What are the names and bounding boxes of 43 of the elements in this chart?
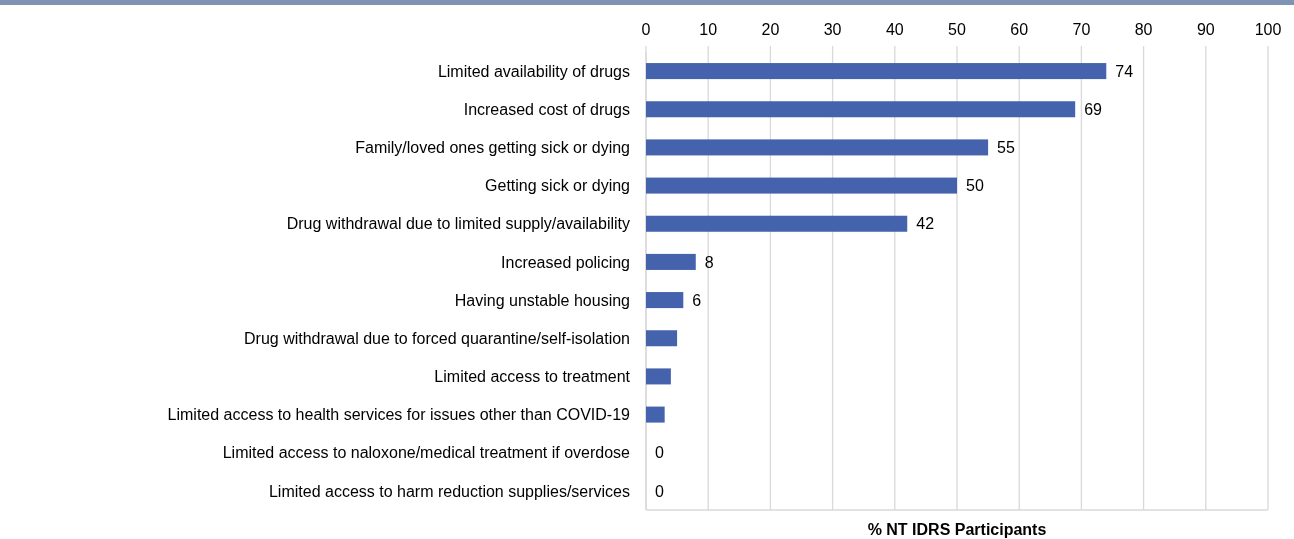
- y-tick-label: Limited access to harm reduction supplies/services: [268, 482, 630, 500]
- x-tick-label: 50: [948, 21, 966, 38]
- x-tick-label: 90: [1196, 21, 1215, 38]
- y-tick-label: Increased policing: [501, 253, 630, 271]
- y-tick-label: Limited availability of drugs: [437, 62, 630, 80]
- y-tick-label: Having unstable housing: [454, 291, 630, 309]
- y-tick-label: Getting sick or dying: [485, 177, 630, 195]
- bar: [646, 406, 665, 423]
- x-tick-label: 10: [699, 21, 718, 38]
- x-tick-label: 30: [823, 21, 842, 38]
- data-label: 6: [692, 291, 702, 309]
- data-label: 0: [655, 482, 664, 500]
- x-tick-label: 0: [641, 21, 651, 38]
- x-tick-label: 40: [885, 21, 904, 38]
- bar: [646, 253, 696, 270]
- bar: [646, 292, 684, 309]
- y-tick-label: Family/loved ones getting sick or dying: [355, 139, 630, 157]
- y-tick-label: Limited access to naloxone/medical treatment if overdose: [222, 444, 631, 462]
- bar: [646, 177, 957, 194]
- data-label: 74: [1115, 62, 1134, 80]
- data-label: 42: [916, 215, 935, 233]
- data-label: 0: [655, 444, 664, 462]
- y-tick-label: Limited access to health services for issues other than COVID-19: [167, 406, 631, 424]
- x-tick-label: 60: [1010, 21, 1029, 38]
- x-tick-label: 80: [1134, 21, 1153, 38]
- x-tick-label: 20: [761, 21, 780, 38]
- y-tick-label: Drug withdrawal due to limited supply/availability: [286, 215, 630, 233]
- y-tick-label: Drug withdrawal due to forced quarantine/self-isolation: [244, 329, 630, 347]
- bar: [646, 139, 989, 156]
- bar: [646, 368, 671, 385]
- bar: [646, 63, 1107, 80]
- data-label: 50: [966, 177, 984, 195]
- bar: [646, 215, 908, 232]
- x-axis-title: % NT IDRS Participants: [867, 521, 1047, 538]
- x-tick-label: 100: [1254, 21, 1282, 38]
- y-tick-label: Limited access to treatment: [434, 368, 631, 386]
- y-tick-label: Increased cost of drugs: [463, 100, 630, 118]
- data-label: 8: [704, 253, 714, 271]
- bar: [646, 330, 678, 347]
- x-tick-label: 70: [1072, 21, 1091, 38]
- bar: [646, 101, 1076, 118]
- data-label: 55: [997, 139, 1015, 157]
- data-label: 69: [1084, 100, 1103, 118]
